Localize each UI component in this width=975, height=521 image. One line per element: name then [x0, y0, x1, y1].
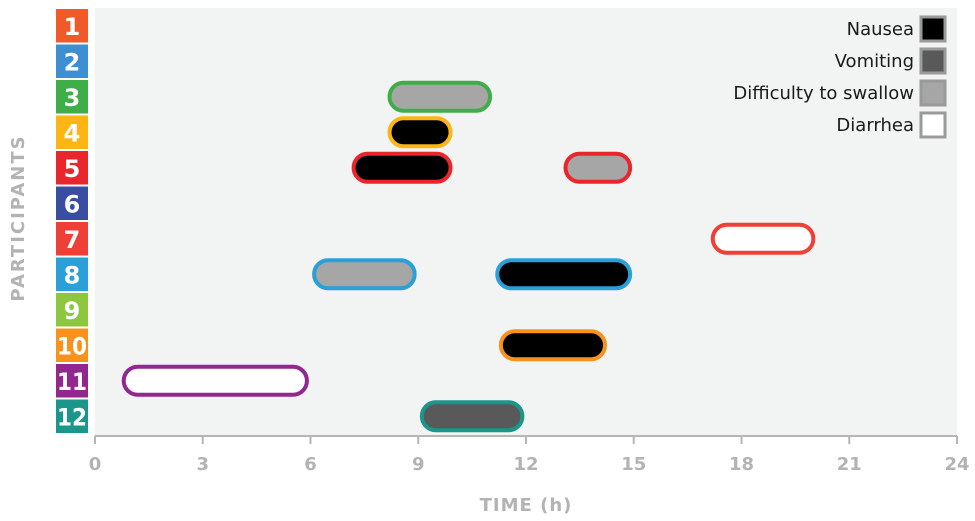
participant-label-9: 9 [64, 297, 81, 325]
participant-box-1 [56, 9, 88, 43]
plot-background [95, 8, 957, 435]
participant-label-5: 5 [64, 155, 81, 183]
x-tick-label: 0 [89, 454, 102, 475]
symptom-bar-p5 [563, 151, 633, 184]
symptom-bar-p8 [312, 258, 417, 291]
x-tick-label: 12 [513, 454, 538, 475]
participant-box-12 [56, 399, 88, 433]
y-axis-title: PARTICIPANTS [8, 134, 29, 301]
symptom-bar-p12 [419, 400, 525, 433]
participant-box-4 [56, 115, 88, 149]
participant-label-7: 7 [64, 226, 81, 254]
participant-box-7 [56, 222, 88, 256]
legend-label: Diarrhea [836, 115, 914, 136]
participant-box-8 [56, 257, 88, 291]
participant-label-3: 3 [64, 84, 81, 112]
participant-label-11: 11 [57, 368, 87, 396]
participant-box-9 [56, 293, 88, 327]
participant-label-10: 10 [57, 332, 87, 360]
participant-box-10 [56, 328, 88, 362]
x-tick-label: 3 [196, 454, 209, 475]
symptom-bar-p10 [498, 329, 608, 362]
symptom-bar-p7 [710, 222, 816, 255]
symptom-bars [121, 80, 816, 433]
x-tick-label: 6 [304, 454, 317, 475]
x-axis-title: TIME (h) [480, 495, 573, 516]
participant-box-2 [56, 44, 88, 78]
participant-box-11 [56, 364, 88, 398]
legend-label: Nausea [847, 19, 914, 40]
legend-swatch [919, 47, 947, 75]
legend-label: Vomiting [835, 51, 914, 72]
symptom-bar-p4 [387, 116, 453, 149]
participant-label-8: 8 [64, 261, 81, 289]
x-tick-label: 21 [837, 454, 862, 475]
legend: Nausea Vomiting Difficulty to swallow Diarr… [733, 15, 947, 139]
legend-swatch [919, 15, 947, 43]
participant-label-1: 1 [64, 13, 81, 41]
participant-label-2: 2 [64, 48, 81, 76]
x-axis-ticks: 0 3 6 9 12 15 18 21 24 [89, 436, 970, 475]
symptom-bar-p3 [387, 80, 493, 113]
participant-box-5 [56, 151, 88, 185]
participant-label-12: 12 [57, 403, 87, 431]
x-tick-label: 9 [412, 454, 425, 475]
x-tick-label: 15 [621, 454, 646, 475]
participant-box-3 [56, 80, 88, 114]
x-tick-label: 18 [729, 454, 754, 475]
participant-box-6 [56, 186, 88, 220]
x-tick-label: 24 [944, 454, 969, 475]
symptom-bar-p8 [495, 258, 633, 291]
legend-label: Difficulty to swallow [733, 83, 914, 104]
symptom-bar-p11 [121, 364, 309, 397]
legend-swatch [919, 79, 947, 107]
legend-swatch [919, 111, 947, 139]
participant-label-6: 6 [64, 190, 81, 218]
participant-label-4: 4 [64, 119, 81, 147]
symptom-bar-p5 [351, 151, 453, 184]
